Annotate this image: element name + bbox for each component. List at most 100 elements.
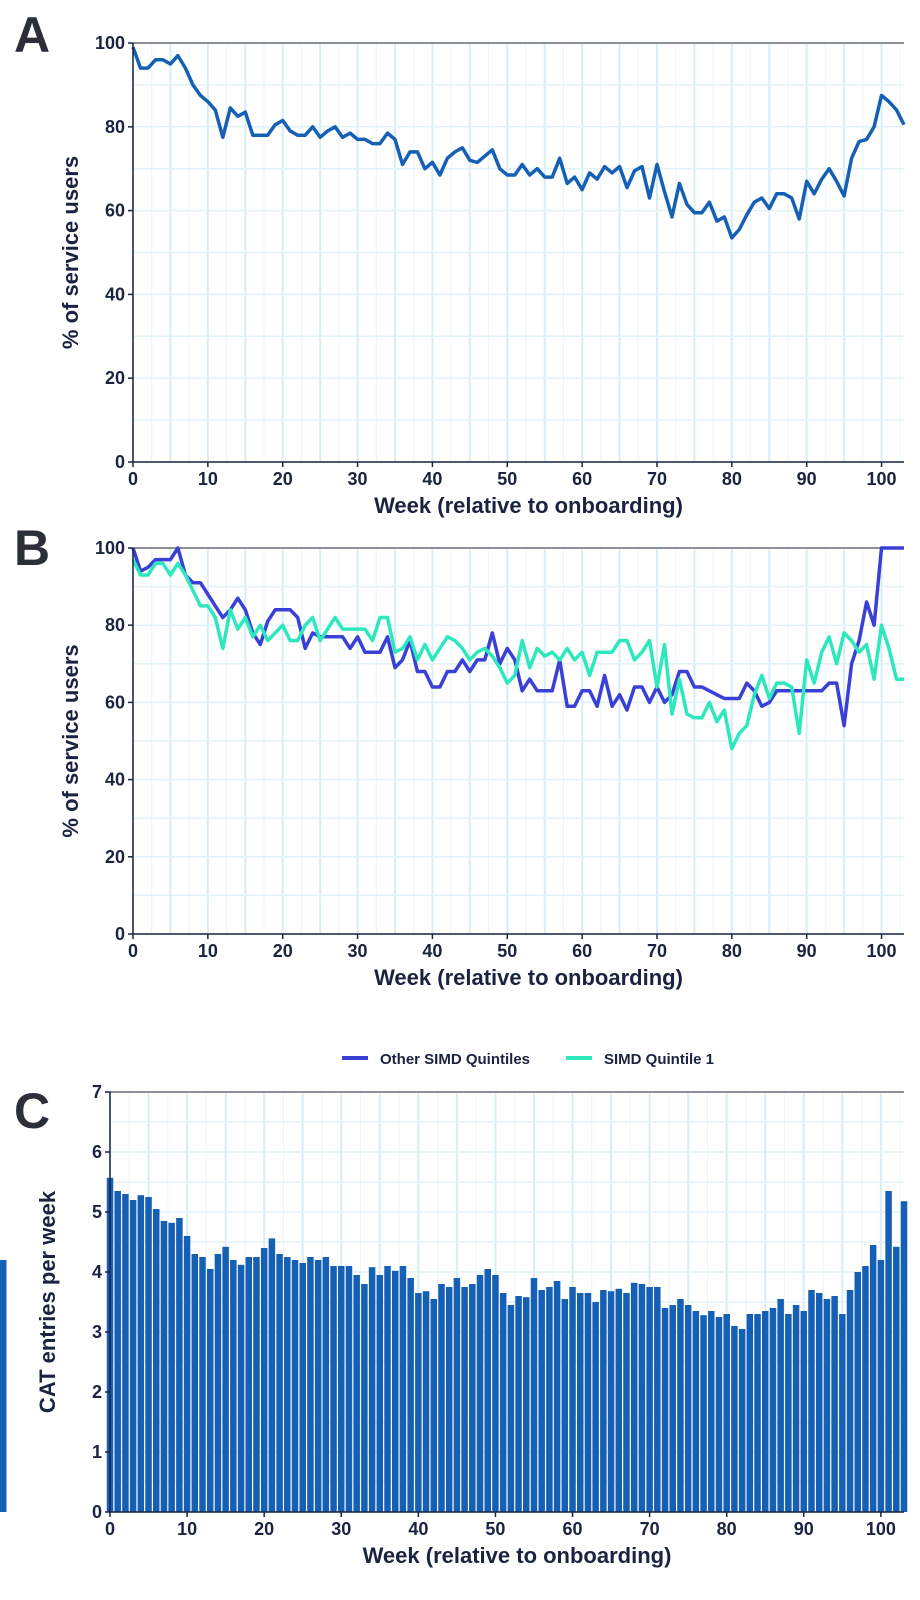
bar [484, 1269, 491, 1512]
x-tick-label: 50 [497, 941, 517, 961]
x-tick-label: 60 [563, 1519, 583, 1539]
bar [191, 1254, 199, 1512]
x-tick-label: 80 [722, 941, 742, 961]
y-tick-label: 6 [92, 1142, 102, 1162]
x-tick-label: 80 [717, 1519, 737, 1539]
bar [546, 1287, 553, 1512]
bar [314, 1260, 322, 1512]
bar [615, 1288, 623, 1512]
bar [260, 1248, 268, 1512]
bar [792, 1305, 800, 1512]
bar [684, 1305, 692, 1512]
x-tick-label: 90 [797, 941, 817, 961]
bar [361, 1284, 368, 1512]
bar [900, 1201, 908, 1512]
bar [507, 1305, 515, 1512]
bar [345, 1266, 353, 1512]
y-axis-title: % of service users [58, 156, 83, 349]
bar [646, 1287, 653, 1512]
x-tick-label: 0 [105, 1519, 115, 1539]
x-tick-label: 100 [867, 469, 897, 489]
bar [723, 1314, 730, 1512]
x-tick-label: 30 [348, 469, 368, 489]
bar [338, 1266, 345, 1512]
bar [785, 1314, 792, 1512]
x-tick-label: 80 [722, 469, 742, 489]
bar [122, 1194, 129, 1512]
bar [715, 1317, 723, 1512]
y-axis-title: CAT entries per week [35, 1190, 60, 1413]
bar [538, 1290, 545, 1512]
bar [630, 1282, 638, 1512]
y-tick-label: 80 [105, 615, 125, 635]
y-tick-label: 20 [105, 847, 125, 867]
bar [553, 1281, 561, 1512]
y-tick-label: 0 [115, 924, 125, 944]
y-tick-label: 3 [92, 1322, 102, 1342]
bar [469, 1284, 476, 1512]
legend-label: SIMD Quintile 1 [604, 1051, 714, 1068]
bar [600, 1290, 607, 1512]
x-tick-label: 100 [866, 1519, 896, 1539]
bar [777, 1299, 784, 1512]
bar [800, 1311, 808, 1512]
bar [754, 1314, 761, 1512]
y-tick-label: 5 [92, 1202, 102, 1222]
bar [893, 1246, 900, 1512]
bar [399, 1266, 407, 1512]
bar [692, 1311, 700, 1512]
bar [168, 1222, 175, 1512]
bar [129, 1200, 137, 1512]
x-tick-label: 40 [422, 941, 442, 961]
bar [654, 1287, 661, 1512]
panel-label-a: A [14, 7, 50, 63]
bar [199, 1257, 206, 1512]
bar [407, 1278, 414, 1512]
y-tick-label: 7 [92, 1082, 102, 1102]
bar [230, 1260, 237, 1512]
y-tick-label: 1 [92, 1442, 102, 1462]
bar [253, 1257, 260, 1512]
bar [276, 1254, 283, 1512]
bar [839, 1314, 846, 1512]
bar [114, 1191, 121, 1512]
y-tick-label: 60 [105, 692, 125, 712]
bar [700, 1315, 707, 1512]
bar [669, 1305, 676, 1512]
panel-label-c: C [14, 1083, 50, 1139]
y-tick-label: 0 [115, 452, 125, 472]
bar [623, 1293, 630, 1512]
x-tick-label: 50 [485, 1519, 505, 1539]
x-axis-title: Week (relative to onboarding) [363, 1543, 672, 1568]
bar [523, 1297, 530, 1512]
bar [284, 1257, 291, 1512]
panel-label-b: B [14, 520, 50, 576]
x-tick-label: 40 [408, 1519, 428, 1539]
bar [492, 1275, 499, 1512]
bar [607, 1291, 615, 1512]
x-tick-label: 70 [647, 941, 667, 961]
bar [291, 1260, 299, 1512]
bar [183, 1236, 191, 1512]
chart-panel-a: 0 10 20 30 40 50 60 70 80 90 100 0 20 40 60 80 100 Week (… [58, 33, 906, 518]
legend-label: Other SIMD Quintiles [380, 1051, 530, 1068]
bar [708, 1311, 715, 1512]
bar [569, 1287, 576, 1512]
bar [160, 1221, 168, 1512]
chart-panel-c: 0 10 20 30 40 50 60 70 80 90 100 0 1 2 3 4 5 6 7 Week (rela… [0, 1082, 908, 1568]
legend: Other SIMD Quintiles SIMD Quintile 1 [342, 1051, 714, 1068]
bar [145, 1197, 152, 1512]
series-line [131, 546, 904, 728]
x-tick-label: 90 [797, 469, 817, 489]
bar [869, 1245, 877, 1512]
bar [206, 1269, 214, 1512]
bar [862, 1266, 869, 1512]
bar [738, 1329, 746, 1512]
bar [592, 1302, 599, 1512]
y-tick-label: 2 [92, 1382, 102, 1402]
chart-panel-b: 0 10 20 30 40 50 60 70 80 90 100 0 20 40 60 80 100 Week (… [58, 538, 904, 990]
bar [137, 1195, 145, 1512]
bar [530, 1278, 538, 1512]
y-tick-label: 0 [92, 1502, 102, 1522]
bar [823, 1299, 831, 1512]
